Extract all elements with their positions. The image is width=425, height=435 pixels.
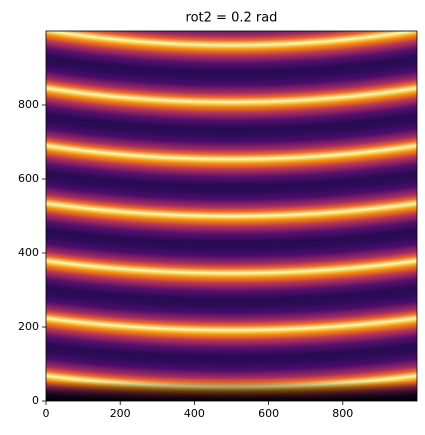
x-tick-label: 0 [43, 407, 50, 420]
plot-frame [45, 30, 418, 402]
y-tick-label: 200 [18, 320, 39, 333]
chart-title: rot2 = 0.2 rad [186, 11, 278, 26]
y-tick-label: 600 [18, 172, 39, 185]
y-tick-label: 800 [18, 98, 39, 111]
image [46, 31, 417, 401]
image-shade [46, 381, 417, 401]
y-tick-label: 400 [18, 246, 39, 259]
x-tick-label: 200 [110, 407, 131, 420]
y-tick-label: 0 [32, 394, 39, 407]
x-tick-label: 600 [258, 407, 279, 420]
x-tick-label: 400 [184, 407, 205, 420]
x-tick-label: 800 [332, 407, 353, 420]
